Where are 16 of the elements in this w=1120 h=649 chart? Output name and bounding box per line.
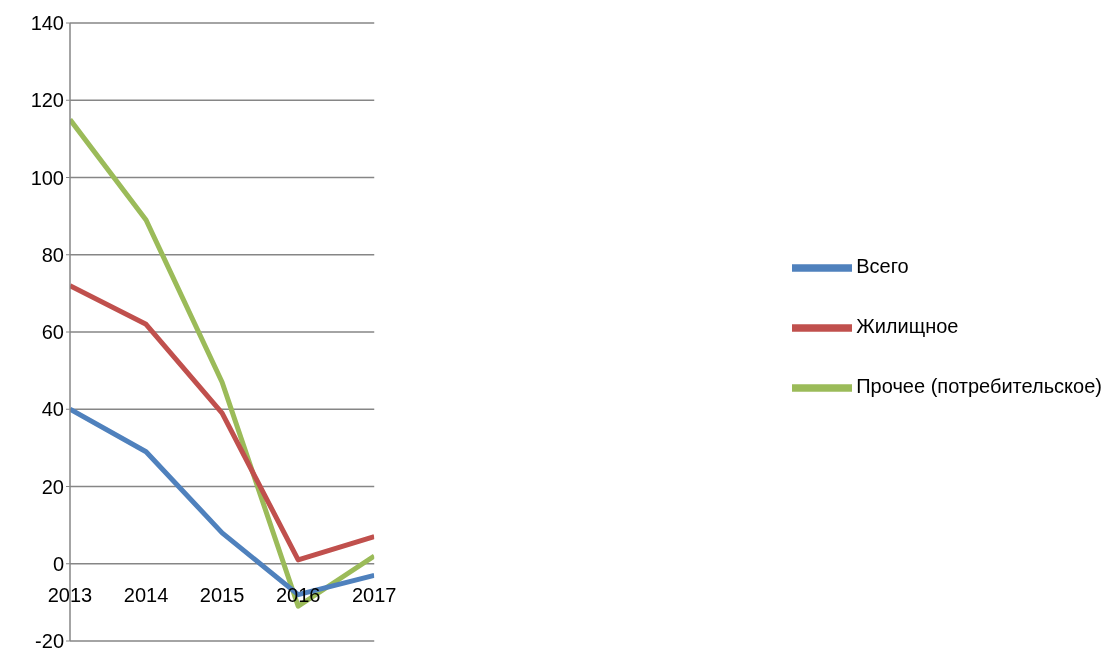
y-tick-label: -20 <box>35 630 64 649</box>
x-tick-label: 2013 <box>47 583 93 606</box>
legend-label: Прочее (потребительское) <box>856 375 1102 398</box>
legend-label: Жилищное <box>856 315 959 338</box>
y-tick-label: 140 <box>30 12 64 35</box>
y-tick-label: 80 <box>41 243 64 266</box>
y-tick-label: 60 <box>41 321 64 344</box>
legend-label: Всего <box>856 255 909 278</box>
y-tick-label: 40 <box>41 398 64 421</box>
y-tick-label: 100 <box>30 166 64 189</box>
y-tick-label: 120 <box>30 89 64 112</box>
x-tick-label: 2017 <box>351 583 397 606</box>
y-tick-label: 0 <box>52 552 64 575</box>
y-tick-label: 20 <box>41 475 64 498</box>
x-tick-label: 2014 <box>123 583 169 606</box>
x-tick-label: 2015 <box>199 583 245 606</box>
